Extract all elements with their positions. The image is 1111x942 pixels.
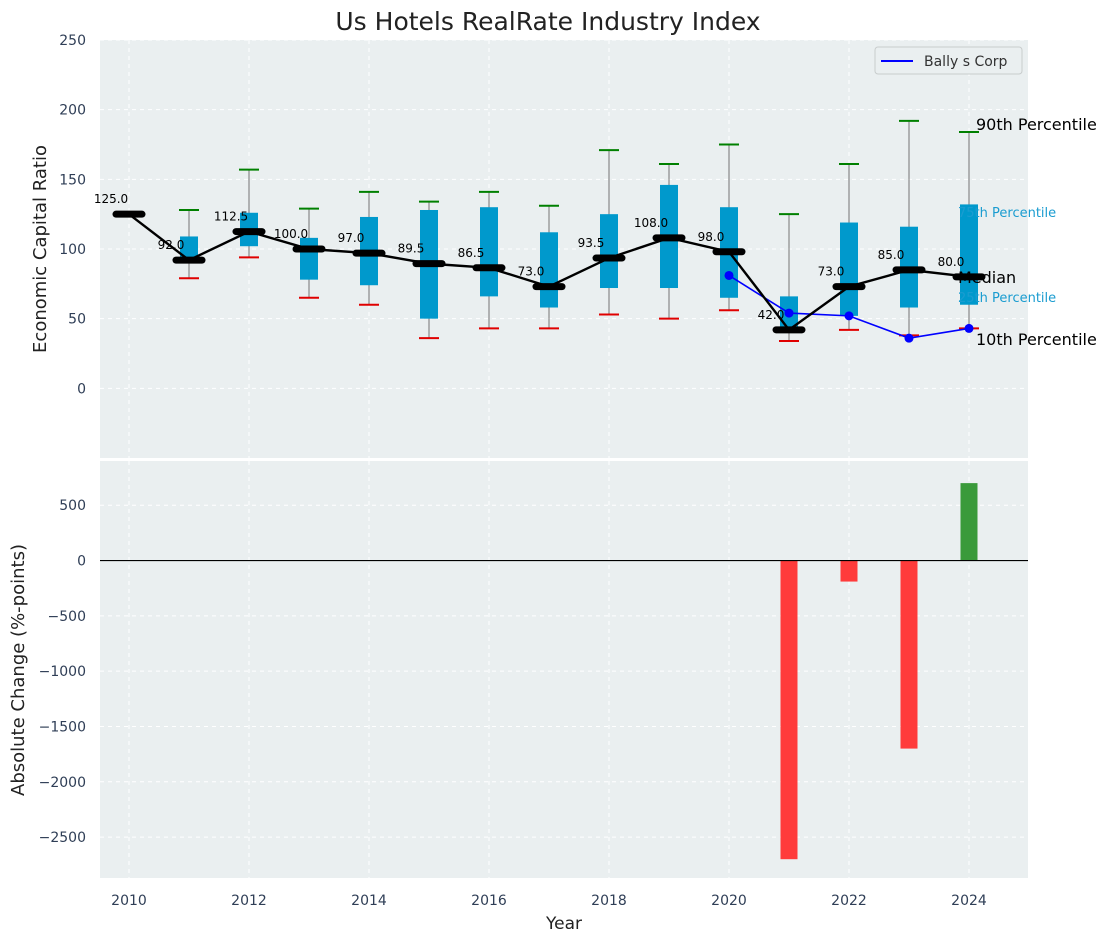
top-ytick-250: 250 <box>59 33 86 49</box>
xtick-2012: 2012 <box>231 893 267 909</box>
xtick-2022: 2022 <box>831 893 867 909</box>
bottom-ytick-6: −2500 <box>39 830 86 846</box>
median-label-2024: 80.0 <box>938 255 965 269</box>
xtick-2014: 2014 <box>351 893 387 909</box>
median-label-2021: 42.0 <box>758 308 785 322</box>
xtick-2020: 2020 <box>711 893 747 909</box>
chart-title: Us Hotels RealRate Industry Index <box>335 7 760 36</box>
median-label-2016: 86.5 <box>458 246 485 260</box>
xtick-2024: 2024 <box>951 893 987 909</box>
x-axis: 2010 2012 2014 2016 2018 2020 2022 2024 <box>111 893 987 909</box>
median-label-2018: 93.5 <box>578 236 605 250</box>
bottom-y-axis-label: Absolute Change (%-points) <box>8 544 29 796</box>
percentile-annotations: 90th Percentile 75th Percentile Median 2… <box>958 115 1097 349</box>
legend-label-bally-s-corp: Bally s Corp <box>924 54 1008 70</box>
top-y-axis-label: Economic Capital Ratio <box>30 145 51 353</box>
top-ytick-100: 100 <box>59 242 86 258</box>
median-label-2013: 100.0 <box>274 227 308 241</box>
box-2018 <box>600 214 618 289</box>
median-label-2015: 89.5 <box>398 242 425 256</box>
box-2013 <box>300 237 318 280</box>
median-value-labels: 125.0 92.0 112.5 100.0 97.0 89.5 86.5 73.0 93.5 1… <box>94 192 965 322</box>
top-ytick-0: 0 <box>77 381 86 397</box>
company-point-2023 <box>904 333 914 343</box>
xtick-2016: 2016 <box>471 893 507 909</box>
legend-box <box>874 46 1023 75</box>
legend: Bally s Corp <box>874 46 1023 75</box>
company-point-2022 <box>844 311 854 321</box>
annotation-p90: 90th Percentile <box>976 115 1097 134</box>
top-ytick-150: 150 <box>59 172 86 188</box>
top-y-axis: 0 50 100 150 200 250 <box>59 33 86 397</box>
change-bar-2023 <box>900 560 918 749</box>
annotation-p25: 25th Percentile <box>958 291 1056 306</box>
median-label-2019: 108.0 <box>634 216 668 230</box>
change-bar-2021 <box>780 560 798 860</box>
box-2016 <box>480 207 498 297</box>
median-label-2020: 98.0 <box>698 230 725 244</box>
bottom-plot-area <box>100 461 1028 878</box>
median-label-2023: 85.0 <box>878 248 905 262</box>
median-label-2022: 73.0 <box>818 265 845 279</box>
top-ytick-200: 200 <box>59 103 86 119</box>
median-series <box>112 210 986 334</box>
change-bar-2024 <box>960 483 978 561</box>
company-point-2021 <box>784 308 794 318</box>
median-label-2017: 73.0 <box>518 265 545 279</box>
xtick-2018: 2018 <box>591 893 627 909</box>
median-label-2010: 125.0 <box>94 192 128 206</box>
bottom-ytick-1: 0 <box>77 554 86 570</box>
change-bars <box>780 483 978 860</box>
bottom-ytick-4: −1500 <box>39 719 86 735</box>
bottom-ytick-3: −1000 <box>39 664 86 680</box>
median-label-2014: 97.0 <box>338 231 365 245</box>
annotation-p10: 10th Percentile <box>976 330 1097 349</box>
box-2022 <box>840 222 858 316</box>
bottom-ytick-5: −2000 <box>39 775 86 791</box>
median-label-2011: 92.0 <box>158 238 185 252</box>
median-label-2012: 112.5 <box>214 210 248 224</box>
annotation-median: Median <box>958 268 1016 287</box>
change-bar-2022 <box>840 560 858 582</box>
bottom-y-axis: 500 0 −500 −1000 −1500 −2000 −2500 <box>39 498 86 846</box>
xtick-2010: 2010 <box>111 893 147 909</box>
company-point-2020 <box>724 270 734 280</box>
bottom-ytick-0: 500 <box>59 498 86 514</box>
x-axis-label: Year <box>545 914 582 934</box>
bottom-ytick-2: −500 <box>48 609 86 625</box>
annotation-p75: 75th Percentile <box>958 206 1056 221</box>
top-ytick-50: 50 <box>68 312 86 328</box>
company-series <box>724 270 974 343</box>
company-point-2024 <box>964 323 974 333</box>
